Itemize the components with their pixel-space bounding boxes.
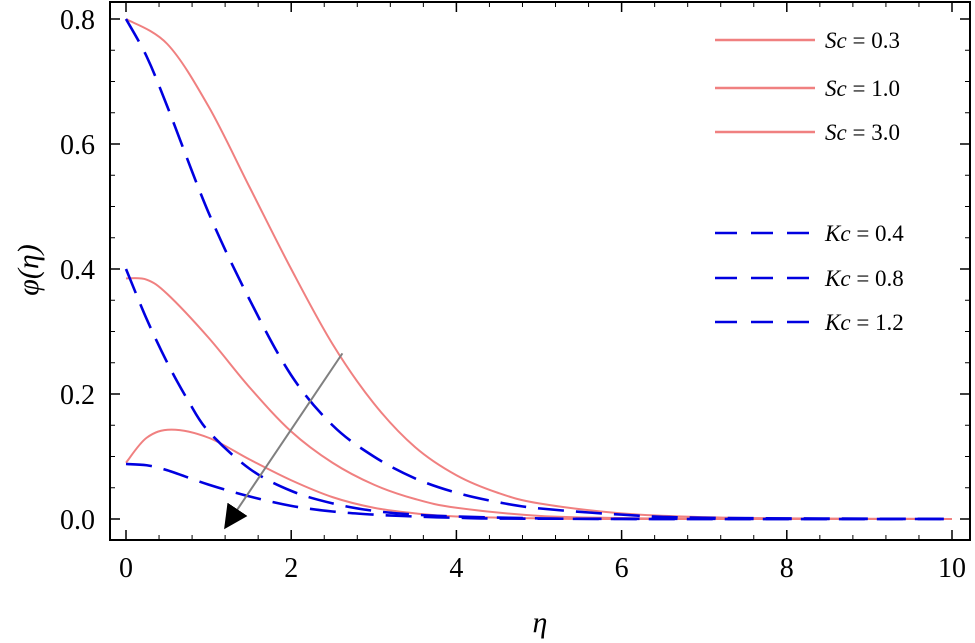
y-axis-label: φ(η) xyxy=(12,244,45,295)
series-line-kc-6 xyxy=(125,462,953,521)
series-line-sc-3 xyxy=(125,428,953,521)
x-tick-label: 8 xyxy=(780,553,794,584)
series-line-kc-5 xyxy=(124,268,953,521)
x-tick-label: 0 xyxy=(119,553,133,584)
series-line-kc-4 xyxy=(124,18,953,521)
y-tick-label: 0.2 xyxy=(60,380,95,411)
y-tick-label: 0.0 xyxy=(60,505,95,536)
plot-frame xyxy=(109,1,971,541)
trend-arrow xyxy=(224,352,344,530)
legend-label-4: Kc = 0.4 xyxy=(824,221,904,246)
y-tick-label: 0.8 xyxy=(60,5,95,36)
x-axis-label: η xyxy=(533,606,548,639)
x-tick-label: 10 xyxy=(938,553,966,584)
y-tick-label: 0.6 xyxy=(60,130,95,161)
x-tick-label: 4 xyxy=(449,553,463,584)
y-tick-label: 0.4 xyxy=(60,255,95,286)
legend-label-6: Kc = 1.2 xyxy=(824,310,904,335)
legend-label-3: Sc = 3.0 xyxy=(825,120,900,145)
legend-label-1: Sc = 0.3 xyxy=(825,28,900,53)
x-tick-label: 6 xyxy=(615,553,629,584)
legend-label-2: Sc = 1.0 xyxy=(825,76,900,101)
x-tick-label: 2 xyxy=(284,553,298,584)
legend-label-5: Kc = 0.8 xyxy=(824,266,904,291)
